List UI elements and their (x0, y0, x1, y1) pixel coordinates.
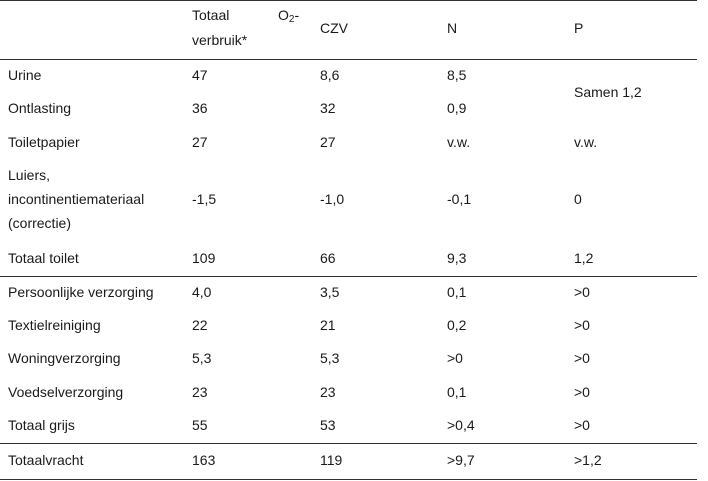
cell-totaalvracht-o2: 163 (192, 452, 216, 468)
header-czv: CZV (320, 20, 348, 36)
row-label-toiletpapier: Toiletpapier (8, 134, 80, 150)
cell-voedsel-czv: 23 (320, 384, 336, 400)
header-o2-line1: Totaal (192, 7, 230, 23)
cell-totaalvracht-p: >1,2 (574, 452, 602, 468)
header-bottom-rule (0, 59, 697, 60)
row-label-totaal-grijs: Totaal grijs (8, 417, 75, 433)
header-o2-line2: verbruik* (192, 32, 248, 48)
cell-textiel-o2: 22 (192, 317, 208, 333)
cell-ontlasting-czv: 32 (320, 100, 336, 116)
row-label-luiers-line1: Luiers, (8, 167, 51, 183)
cell-luiers-p: 0 (574, 191, 582, 207)
cell-textiel-czv: 21 (320, 317, 336, 333)
cell-totaal-toilet-p: 1,2 (574, 250, 594, 266)
cell-totaal-grijs-p: >0 (574, 417, 590, 433)
cell-toiletpapier-o2: 27 (192, 134, 208, 150)
cell-woning-p: >0 (574, 350, 590, 366)
cell-urine-n: 8,5 (447, 67, 467, 83)
cell-ontlasting-o2: 36 (192, 100, 208, 116)
cell-toiletpapier-p: v.w. (574, 134, 598, 150)
cell-toiletpapier-czv: 27 (320, 134, 336, 150)
cell-persoonlijk-o2: 4,0 (192, 284, 212, 300)
cell-luiers-o2: -1,5 (192, 191, 217, 207)
cell-luiers-czv: -1,0 (320, 191, 345, 207)
row-label-totaal-toilet: Totaal toilet (8, 250, 79, 266)
cell-voedsel-n: 0,1 (447, 384, 467, 400)
row-label-luiers-line2: incontinentiemateriaal (8, 191, 145, 207)
cell-persoonlijk-czv: 3,5 (320, 284, 340, 300)
row-label-persoonlijk: Persoonlijke verzorging (8, 284, 154, 300)
cell-totaalvracht-n: >9,7 (447, 452, 475, 468)
cell-woning-n: >0 (447, 350, 463, 366)
cell-totaal-grijs-czv: 53 (320, 417, 336, 433)
cell-urine-ontlasting-p: Samen 1,2 (574, 84, 642, 100)
row-label-textiel: Textielreiniging (8, 317, 101, 333)
row-label-voedsel: Voedselverzorging (8, 384, 124, 400)
cell-totaal-toilet-n: 9,3 (447, 250, 467, 266)
cell-persoonlijk-n: 0,1 (447, 284, 467, 300)
cell-luiers-n: -0,1 (447, 191, 472, 207)
cell-urine-czv: 8,6 (320, 67, 340, 83)
total-divider-rule (0, 443, 697, 444)
cell-voedsel-p: >0 (574, 384, 590, 400)
cell-woning-czv: 5,3 (320, 350, 340, 366)
row-label-luiers-line3: (correctie) (8, 215, 72, 231)
cell-ontlasting-n: 0,9 (447, 100, 467, 116)
cell-voedsel-o2: 23 (192, 384, 208, 400)
table-top-rule (0, 0, 697, 1)
section-divider-rule (0, 276, 697, 277)
cell-totaalvracht-czv: 119 (320, 452, 343, 468)
cell-totaal-toilet-czv: 66 (320, 250, 336, 266)
cell-persoonlijk-p: >0 (574, 284, 590, 300)
cell-totaal-grijs-n: >0,4 (447, 417, 475, 433)
table-bottom-rule (0, 479, 697, 480)
cell-textiel-n: 0,2 (447, 317, 467, 333)
row-label-totaalvracht: Totaalvracht (8, 452, 84, 468)
cell-toiletpapier-n: v.w. (447, 134, 471, 150)
row-label-woning: Woningverzorging (8, 350, 121, 366)
row-label-urine: Urine (8, 67, 42, 83)
cell-textiel-p: >0 (574, 317, 590, 333)
cell-totaal-toilet-o2: 109 (192, 250, 216, 266)
cell-totaal-grijs-o2: 55 (192, 417, 208, 433)
row-label-ontlasting: Ontlasting (8, 100, 72, 116)
cell-urine-o2: 47 (192, 67, 208, 83)
header-p: P (574, 20, 584, 36)
header-o2-symbol: O2- (278, 7, 300, 25)
header-n: N (447, 20, 458, 36)
cell-woning-o2: 5,3 (192, 350, 212, 366)
